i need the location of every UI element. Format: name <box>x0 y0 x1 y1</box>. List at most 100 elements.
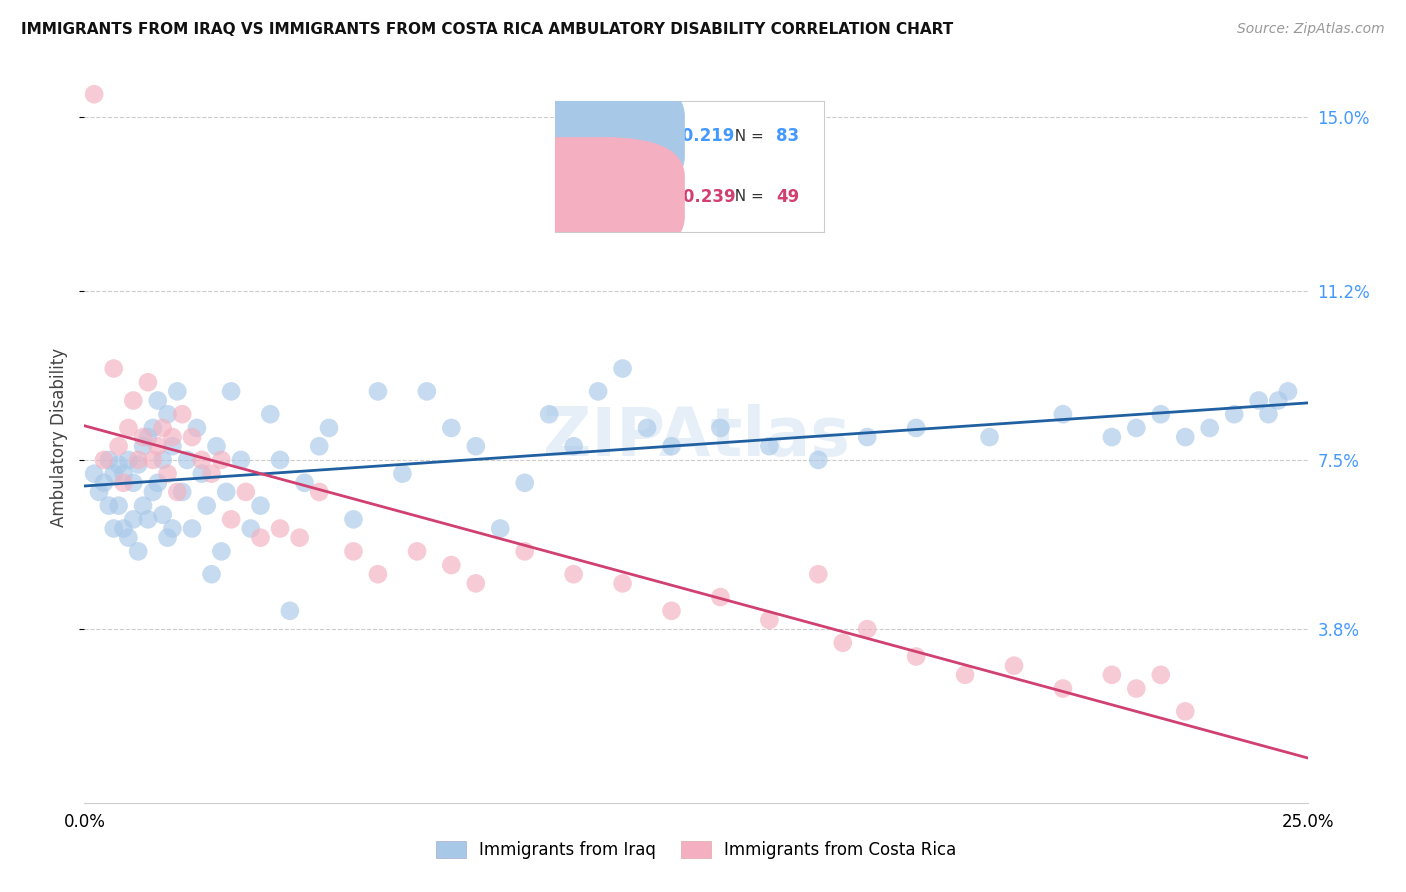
Point <box>172 485 194 500</box>
Point <box>416 384 439 399</box>
Point <box>97 499 120 513</box>
Point <box>97 453 120 467</box>
Point <box>1247 393 1270 408</box>
Text: Source: ZipAtlas.com: Source: ZipAtlas.com <box>1237 22 1385 37</box>
Point <box>758 439 780 453</box>
Point <box>1174 430 1197 444</box>
Point <box>229 453 252 467</box>
Point <box>612 576 634 591</box>
Point <box>107 439 129 453</box>
Point <box>856 430 879 444</box>
Point <box>612 361 634 376</box>
Point <box>758 613 780 627</box>
Point <box>127 544 149 558</box>
Point <box>1150 667 1173 681</box>
Point <box>117 531 139 545</box>
Point <box>127 458 149 472</box>
Y-axis label: Ambulatory Disability: Ambulatory Disability <box>51 348 69 526</box>
Point <box>107 499 129 513</box>
Point <box>269 521 291 535</box>
Point <box>103 361 125 376</box>
Point <box>156 467 179 481</box>
Point <box>93 453 115 467</box>
Point <box>172 407 194 421</box>
Point <box>152 421 174 435</box>
Point <box>205 439 228 453</box>
Point <box>176 453 198 467</box>
Point <box>856 622 879 636</box>
Point <box>464 439 486 453</box>
Point <box>219 512 242 526</box>
Point <box>979 430 1001 444</box>
Point <box>636 421 658 435</box>
Point <box>122 475 145 490</box>
Point <box>278 604 301 618</box>
Point <box>1125 681 1147 696</box>
Point <box>661 439 683 453</box>
Point <box>249 531 271 545</box>
Point <box>191 467 214 481</box>
Point <box>215 485 238 500</box>
Point <box>107 458 129 472</box>
Point <box>142 453 165 467</box>
Point <box>195 499 218 513</box>
Point <box>391 467 413 481</box>
Point <box>586 384 609 399</box>
Point <box>464 576 486 591</box>
Point <box>136 512 159 526</box>
Point <box>122 393 145 408</box>
Point <box>162 521 184 535</box>
Point <box>83 467 105 481</box>
Point <box>308 439 330 453</box>
Point <box>117 421 139 435</box>
Point <box>1257 407 1279 421</box>
Point <box>186 421 208 435</box>
Point <box>1223 407 1246 421</box>
Point <box>122 512 145 526</box>
Point <box>342 544 364 558</box>
Point <box>1198 421 1220 435</box>
Point <box>1101 667 1123 681</box>
Point <box>513 475 536 490</box>
Point <box>93 475 115 490</box>
Point <box>112 521 135 535</box>
Point <box>87 485 110 500</box>
Point <box>1267 393 1289 408</box>
Point <box>132 499 155 513</box>
Point <box>146 439 169 453</box>
Point <box>103 467 125 481</box>
Point <box>162 439 184 453</box>
Point <box>146 393 169 408</box>
Point <box>103 521 125 535</box>
Point <box>200 467 222 481</box>
Point <box>1150 407 1173 421</box>
Point <box>142 485 165 500</box>
Point <box>259 407 281 421</box>
Text: IMMIGRANTS FROM IRAQ VS IMMIGRANTS FROM COSTA RICA AMBULATORY DISABILITY CORRELA: IMMIGRANTS FROM IRAQ VS IMMIGRANTS FROM … <box>21 22 953 37</box>
Legend: Immigrants from Iraq, Immigrants from Costa Rica: Immigrants from Iraq, Immigrants from Co… <box>427 833 965 868</box>
Point <box>1125 421 1147 435</box>
Point <box>562 439 585 453</box>
Point <box>367 567 389 582</box>
Point <box>831 636 853 650</box>
Point <box>905 649 928 664</box>
Point <box>1101 430 1123 444</box>
Point <box>191 453 214 467</box>
Point <box>112 475 135 490</box>
Point <box>905 421 928 435</box>
Point <box>538 407 561 421</box>
Point <box>249 499 271 513</box>
Point <box>1277 384 1299 399</box>
Point <box>152 453 174 467</box>
Point <box>318 421 340 435</box>
Point <box>1052 407 1074 421</box>
Point <box>200 567 222 582</box>
Point <box>112 467 135 481</box>
Point <box>209 544 232 558</box>
Point <box>209 453 232 467</box>
Point <box>132 430 155 444</box>
Point <box>239 521 262 535</box>
Point <box>440 421 463 435</box>
Point <box>342 512 364 526</box>
Point <box>406 544 429 558</box>
